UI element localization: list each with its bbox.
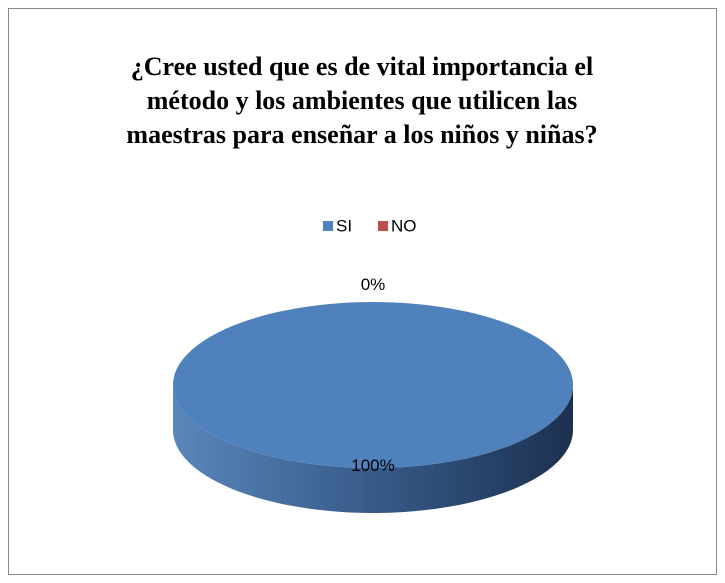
legend-label: SI xyxy=(336,216,352,235)
legend-swatch xyxy=(323,221,333,231)
chart-title: ¿Cree usted que es de vital importancia … xyxy=(126,52,598,149)
pie-slice xyxy=(173,302,573,468)
legend-swatch xyxy=(378,221,388,231)
legend-label: NO xyxy=(391,216,417,235)
data-label: 100% xyxy=(351,456,394,475)
pie-side xyxy=(173,385,573,513)
data-label: 0% xyxy=(361,275,386,294)
